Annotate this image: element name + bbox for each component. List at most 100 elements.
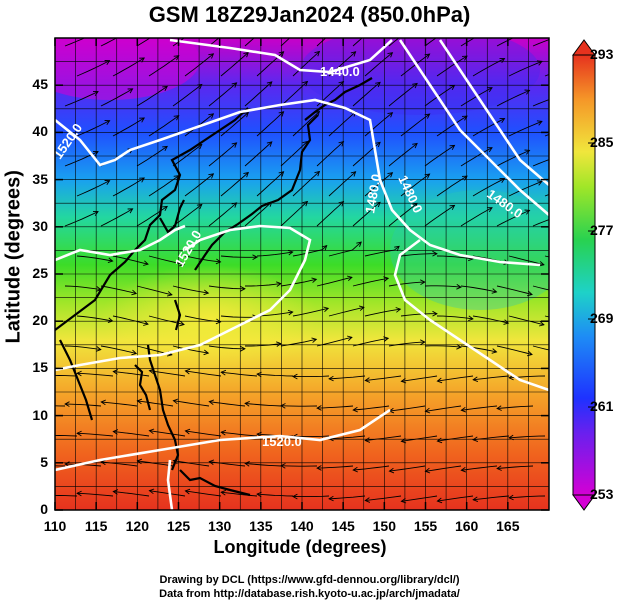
streamline [64,211,99,227]
streamline-arrowhead [525,30,530,34]
streamline [401,435,438,442]
x-tick-label: 125 [166,518,191,534]
streamline-arrowhead [148,428,155,435]
streamline-arrowhead [76,430,82,437]
streamline [400,253,437,257]
streamline [532,219,549,227]
streamline-arrowhead [383,276,390,282]
streamline [244,201,273,227]
streamline-arrowhead [456,284,462,290]
streamline [185,370,222,377]
x-tick-label: 120 [125,518,149,534]
streamline [100,345,137,354]
colorbar [572,39,596,511]
streamline [64,91,99,107]
streamline-arrowhead [436,377,443,384]
streamline [437,435,474,442]
streamline [137,400,174,407]
coastlines [55,77,373,497]
y-tick-label: 45 [32,76,48,93]
streamline [280,201,308,227]
streamline-arrowhead [215,318,222,325]
streamline [208,202,237,227]
streamline [532,39,549,47]
streamline-arrowhead [562,153,567,158]
x-tick-label: 145 [331,518,355,534]
streamline [436,55,468,77]
streamline-arrowhead [41,433,45,438]
streamline-arrowhead [563,291,568,296]
streamline-arrowhead [412,142,418,149]
streamline-arrowhead [563,351,568,356]
streamline [532,99,549,107]
y-tick-label: 35 [32,170,48,187]
streamline-arrowhead [328,375,334,382]
streamline [280,465,318,467]
streamline [460,285,497,293]
streamline-arrowhead [356,241,362,247]
streamline [221,431,258,437]
streamline-arrowhead [143,260,149,266]
streamline [508,315,545,326]
streamline [292,375,330,378]
streamline [64,285,101,291]
streamline [388,38,400,47]
streamline [77,432,114,437]
contour-label-1520-c: 1520.0 [262,434,302,449]
streamline-arrowhead [292,493,298,500]
streamline-arrowhead [323,306,330,313]
streamline [185,430,222,437]
x-tick-label: 115 [84,518,108,534]
streamline-arrowhead [244,460,250,467]
streamline [364,52,393,77]
streamline [365,435,402,441]
streamline [208,285,245,290]
streamline [148,255,185,265]
streamline-arrowhead [107,257,114,264]
streamline [424,85,455,107]
streamline [221,371,258,377]
streamline-arrowhead [472,496,479,503]
streamline [220,255,258,258]
streamline-arrowhead [276,281,282,287]
streamline-arrowhead [266,141,273,147]
streamline [389,465,426,472]
streamline [388,143,418,167]
streamline [76,180,110,197]
streamline-arrowhead [526,290,533,297]
streamline-arrowhead [197,24,202,29]
streamline [136,206,168,227]
streamline [220,172,249,197]
streamline [208,82,237,107]
streamline [532,159,549,167]
streamline-arrowhead [461,175,468,181]
streamline-arrowhead [346,335,353,342]
streamline-arrowhead [503,319,510,325]
streamline-arrowhead [487,28,492,32]
streamline [424,345,461,348]
streamline-arrowhead [472,436,479,443]
x-tick-label: 135 [249,518,273,534]
streamline-arrowhead [240,286,246,292]
streamline-arrowhead [412,82,418,89]
streamline [208,38,220,47]
streamline [55,374,78,377]
streamline-arrowhead [387,172,394,178]
streamline [496,345,533,355]
streamline [316,38,327,47]
streamline [208,345,245,350]
streamline [172,144,203,167]
streamline [280,338,317,347]
streamline-arrowhead [496,465,502,471]
map-title: GSM 18Z29Jan2024 (850.0hPa) [148,2,471,27]
streamline-arrowhead [456,344,462,350]
streamline-arrowhead [420,339,426,345]
streamline-arrowhead [352,466,358,473]
streamline-arrowhead [41,493,45,498]
streamline-arrowhead [267,22,272,27]
streamline-arrowhead [220,429,227,436]
streamline-arrowhead [112,429,119,435]
streamline [245,283,281,287]
streamline-arrowhead [524,89,531,95]
streamline [473,495,510,501]
